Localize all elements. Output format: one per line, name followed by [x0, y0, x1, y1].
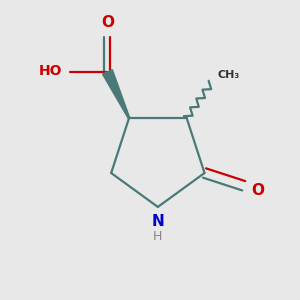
- Text: O: O: [101, 15, 114, 30]
- Text: H: H: [153, 230, 163, 243]
- Text: HO: HO: [39, 64, 62, 78]
- Polygon shape: [103, 70, 130, 118]
- Text: N: N: [152, 214, 164, 229]
- Text: O: O: [251, 183, 264, 198]
- Text: CH₃: CH₃: [217, 70, 239, 80]
